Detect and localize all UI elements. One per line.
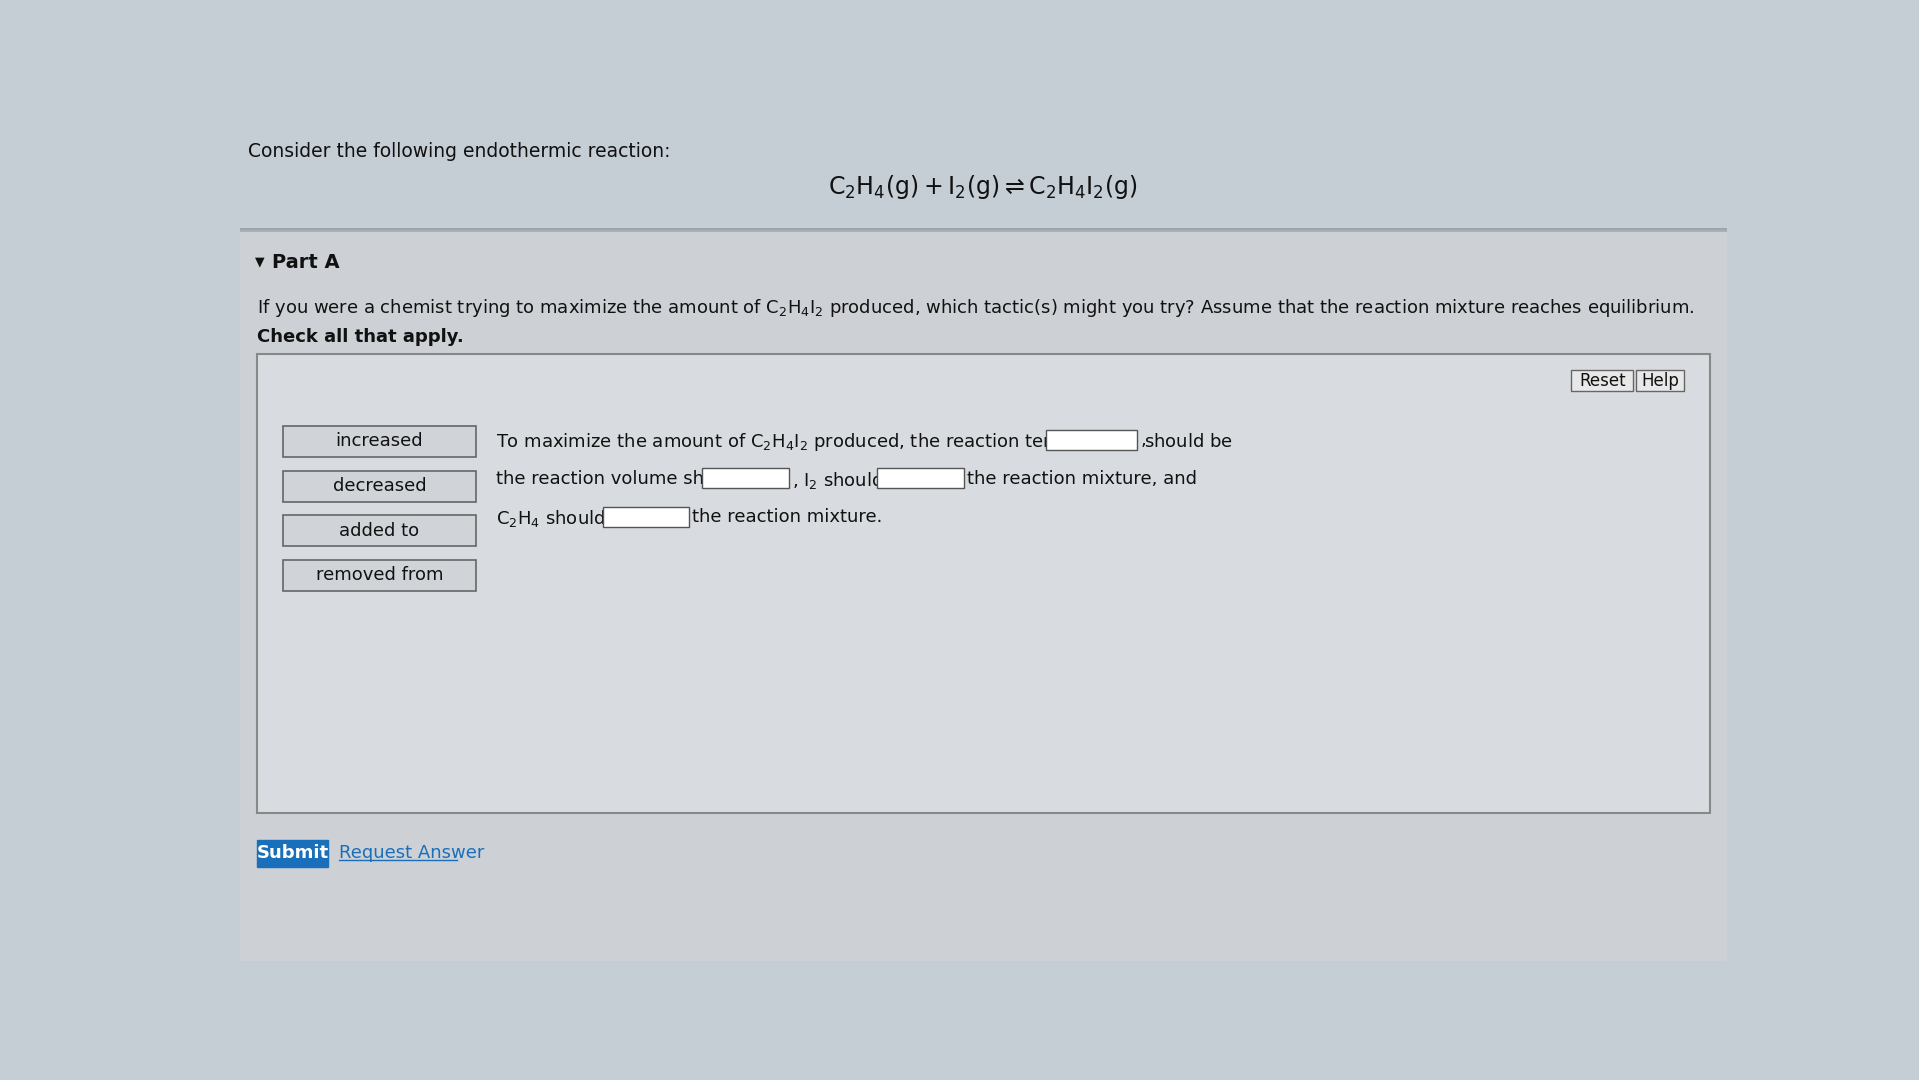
- Bar: [702, 469, 789, 488]
- Bar: [603, 507, 689, 527]
- Text: decreased: decreased: [332, 477, 426, 495]
- Bar: [282, 471, 476, 501]
- Bar: [1046, 430, 1138, 450]
- Text: ,: ,: [1140, 431, 1146, 449]
- Bar: [257, 354, 1710, 812]
- Text: To maximize the amount of $\mathrm{C_2H_4I_2}$ produced, the reaction temperatur: To maximize the amount of $\mathrm{C_2H_…: [495, 431, 1232, 454]
- Bar: [240, 130, 1727, 230]
- Text: $\mathrm{C_2H_4(g) + I_2(g) \rightleftharpoons C_2H_4I_2(g)}$: $\mathrm{C_2H_4(g) + I_2(g) \rightleftha…: [829, 174, 1138, 201]
- Text: the reaction mixture.: the reaction mixture.: [693, 509, 883, 526]
- Text: the reaction volume should be: the reaction volume should be: [495, 470, 771, 488]
- Bar: [877, 469, 963, 488]
- Bar: [282, 561, 476, 591]
- Text: Reset: Reset: [1579, 372, 1625, 390]
- Text: If you were a chemist trying to maximize the amount of $\mathrm{C_2H_4I_2}$ prod: If you were a chemist trying to maximize…: [257, 297, 1694, 320]
- Bar: [257, 839, 328, 867]
- Text: added to: added to: [340, 522, 420, 540]
- Bar: [1637, 369, 1685, 391]
- Text: the reaction mixture, and: the reaction mixture, and: [967, 470, 1197, 488]
- Text: ▼: ▼: [255, 255, 265, 268]
- Text: Consider the following endothermic reaction:: Consider the following endothermic react…: [248, 141, 670, 161]
- Text: Part A: Part A: [272, 253, 340, 272]
- Text: Help: Help: [1641, 372, 1679, 390]
- Text: Submit: Submit: [257, 845, 328, 863]
- Bar: [1572, 369, 1633, 391]
- Text: Request Answer: Request Answer: [340, 845, 484, 863]
- Text: removed from: removed from: [315, 566, 443, 584]
- Text: Check all that apply.: Check all that apply.: [257, 328, 464, 347]
- Bar: [282, 426, 476, 457]
- Text: $\mathrm{C_2H_4}$ should be: $\mathrm{C_2H_4}$ should be: [495, 509, 633, 529]
- Bar: [240, 228, 1727, 230]
- Bar: [240, 230, 1727, 961]
- Bar: [282, 515, 476, 546]
- Text: , $\mathrm{I_2}$ should be: , $\mathrm{I_2}$ should be: [793, 470, 912, 491]
- Bar: [240, 230, 1727, 232]
- Text: increased: increased: [336, 432, 424, 450]
